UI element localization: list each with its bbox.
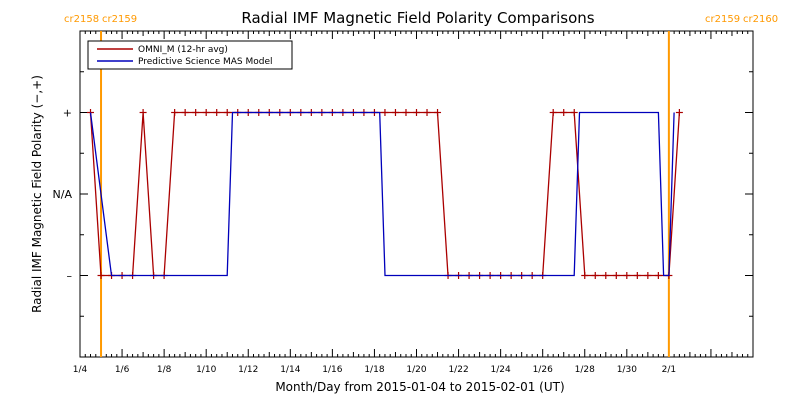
x-tick-label: 1/16 [322,365,342,375]
series-omni-line [89,111,681,277]
carrington-labels: cr2158 cr2159 cr2159 cr2160 [64,14,778,25]
x-tick-label: 1/6 [115,365,130,375]
x-tick-label: 1/18 [364,365,384,375]
series-omni-point [633,272,641,279]
series-omni-point [402,109,410,116]
x-tick-label: 1/4 [73,365,88,375]
rotation-markers [100,31,670,357]
plot-frame [79,30,754,358]
series-omni-point [97,272,105,279]
x-tick-label: 1/22 [448,365,468,375]
series-omni-point [192,109,200,116]
x-tick-label: 1/10 [196,365,216,375]
series-omni-point [202,109,210,116]
series-omni-point [602,272,610,279]
y-tick-label: N/A [53,188,73,201]
x-tick-label: 1/28 [575,365,595,375]
series-omni-point [581,272,589,279]
legend-label-mas: Predictive Science MAS Model [138,57,273,67]
rotation-label-left-1: cr2158 [64,14,99,25]
series-omni-point [654,272,662,279]
series-omni-point [181,109,189,116]
x-tick-label: 1/14 [280,365,300,375]
y-tick-label: – [67,270,73,283]
series-omni-point [570,109,578,116]
series-omni-point [223,109,231,116]
x-tick-label: 1/20 [406,365,426,375]
series-omni-point [612,272,620,279]
series-omni-point [213,109,221,116]
series-omni-point [391,109,399,116]
x-axis: 1/4 1/6 1/8 1/10 1/12 1/14 1/16 1/18 1/20 1/22 1/2… [73,31,754,375]
rotation-label-left-2: cr2159 [705,14,740,25]
series-omni-point [171,109,179,116]
series-omni-point [560,109,568,116]
series-omni-point [675,109,683,116]
y-axis-label: Radial IMF Magnetic Field Polarity (−,+) [30,75,44,313]
legend-box [87,40,293,70]
series-omni-point [591,272,599,279]
x-tick-label: 1/24 [491,365,511,375]
series-omni-point [434,109,442,116]
series-omni-point [644,272,652,279]
y-tick-label: + [63,107,72,120]
x-tick-label: 1/26 [533,365,553,375]
series-omni-point [549,109,557,116]
series-layer [87,109,683,279]
x-tick-label: 2/1 [662,365,676,375]
series-omni-point [139,109,147,116]
series-omni-point [623,272,631,279]
rotation-label-right-2: cr2160 [743,14,778,25]
x-axis-label: Month/Day from 2015-01-04 to 2015-02-01 … [275,380,564,394]
series-omni-point [413,109,420,116]
series-mas-line [89,111,675,277]
series-omni-point [381,109,389,116]
y-axis: – N/A + [53,71,753,317]
x-tick-label: 1/8 [157,365,172,375]
rotation-label-right-1: cr2159 [102,14,137,25]
chart-title: Radial IMF Magnetic Field Polarity Compa… [241,9,594,27]
legend: OMNI_M (12-hr avg) Predictive Science MA… [87,40,293,70]
series-omni-point [423,109,431,116]
x-tick-label: 1/30 [617,365,637,375]
x-tick-label: 1/12 [238,365,258,375]
legend-label-omni: OMNI_M (12-hr avg) [138,45,228,55]
